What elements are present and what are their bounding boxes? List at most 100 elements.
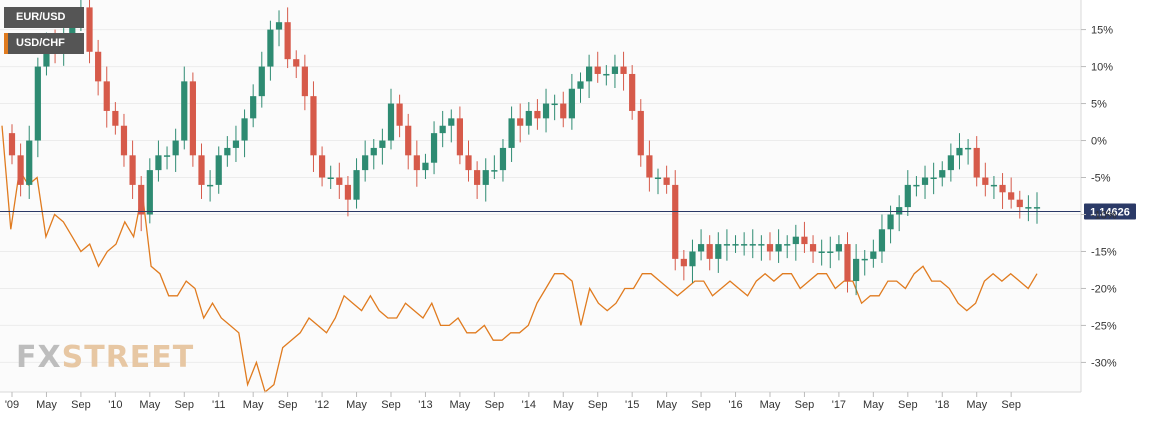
candle-up xyxy=(715,244,722,259)
x-tick-label: '17 xyxy=(832,399,846,411)
candle-down xyxy=(293,59,300,67)
x-tick-label: May xyxy=(863,399,884,411)
y-tick-label: -30% xyxy=(1091,357,1117,369)
x-tick-label: Sep xyxy=(691,399,711,411)
x-tick-label: '18 xyxy=(935,399,949,411)
logo-fx: FX xyxy=(16,340,62,375)
candle-up xyxy=(542,103,550,119)
y-tick-label: -20% xyxy=(1091,283,1117,295)
candle-down xyxy=(138,184,145,215)
candle-up xyxy=(775,244,782,252)
candle-down xyxy=(999,184,1006,193)
logo-street: STREET xyxy=(61,340,195,375)
x-tick-label: Sep xyxy=(485,399,505,411)
candle-up xyxy=(827,251,834,253)
candle-up xyxy=(43,44,50,67)
candle-up xyxy=(853,258,860,282)
candle-up xyxy=(1025,207,1032,209)
candle-up xyxy=(586,66,593,82)
candle-up xyxy=(275,22,283,30)
x-tick-label: May xyxy=(450,399,471,411)
candle-down xyxy=(344,184,352,200)
x-tick-label: '13 xyxy=(418,399,432,411)
candle-up xyxy=(430,133,438,163)
fxstreet-logo: FXSTREET xyxy=(16,340,194,375)
candle-up xyxy=(861,258,868,261)
y-tick-label: -15% xyxy=(1091,246,1117,258)
x-tick-label: Sep xyxy=(71,399,91,411)
candle-down xyxy=(560,103,567,119)
candle-down xyxy=(844,244,851,282)
candle-down xyxy=(637,110,644,156)
candle-down xyxy=(1008,192,1015,200)
candle-up xyxy=(551,103,558,106)
candle-up xyxy=(792,236,799,245)
candle-down xyxy=(663,177,670,185)
candle-down xyxy=(1016,199,1023,208)
x-tick-label: Sep xyxy=(278,399,298,411)
candle-down xyxy=(198,155,205,185)
candle-up xyxy=(577,81,584,89)
candle-up xyxy=(224,147,231,156)
x-tick-label: May xyxy=(36,399,57,411)
candle-up xyxy=(939,170,946,178)
candle-down xyxy=(517,118,524,126)
candle-up xyxy=(654,177,662,180)
plot-background xyxy=(0,0,1081,392)
candle-up xyxy=(26,140,33,185)
candle-up xyxy=(741,244,748,246)
x-tick-label: Sep xyxy=(1001,399,1021,411)
candle-down xyxy=(17,155,24,185)
x-tick-label: May xyxy=(139,399,160,411)
candle-up xyxy=(964,147,972,150)
candle-up xyxy=(1033,207,1041,209)
candle-down xyxy=(318,155,326,178)
current-price-label: 1.14626 xyxy=(1090,207,1130,219)
candle-up xyxy=(818,251,825,253)
candle-down xyxy=(95,51,102,82)
candle-up xyxy=(508,118,515,148)
current-price-badge xyxy=(1084,203,1136,220)
candle-down xyxy=(672,184,679,259)
candle-down xyxy=(413,155,420,171)
candle-down xyxy=(766,244,774,252)
legend-eurusd-label: EUR/USD xyxy=(16,11,66,23)
y-tick-label: -5% xyxy=(1091,173,1111,185)
candle-up xyxy=(387,103,395,141)
x-tick-label: Sep xyxy=(381,399,401,411)
x-tick-label: May xyxy=(553,399,574,411)
x-tick-label: May xyxy=(346,399,367,411)
candle-up xyxy=(878,229,886,252)
candle-down xyxy=(86,7,93,52)
candle-down xyxy=(629,73,636,111)
candle-up xyxy=(990,184,998,187)
candle-up xyxy=(689,251,696,267)
candle-down xyxy=(620,66,627,74)
x-tick-label: '14 xyxy=(522,399,536,411)
candle-up xyxy=(241,118,248,141)
y-tick-label: -25% xyxy=(1091,320,1117,332)
candle-up xyxy=(155,155,162,171)
candle-up xyxy=(69,22,76,37)
candle-down xyxy=(112,110,119,126)
candle-down xyxy=(129,155,136,185)
legend-usdchf[interactable]: USD/CHF xyxy=(4,33,84,54)
candle-up xyxy=(181,81,188,141)
x-tick-label: May xyxy=(656,399,677,411)
candle-down xyxy=(396,103,403,126)
candle-up xyxy=(956,147,963,156)
candle-up xyxy=(146,170,153,215)
candle-up xyxy=(422,162,429,171)
candle-down xyxy=(680,258,687,267)
candle-down xyxy=(594,66,601,74)
candle-up xyxy=(34,66,41,141)
x-tick-label: May xyxy=(243,399,264,411)
legend-eurusd[interactable]: EUR/USD xyxy=(4,7,84,28)
candle-down xyxy=(456,118,463,156)
candle-up xyxy=(258,66,265,97)
candle-up xyxy=(870,251,877,259)
candle-up xyxy=(362,155,369,171)
candle-up xyxy=(439,125,446,134)
candle-down xyxy=(301,66,308,97)
